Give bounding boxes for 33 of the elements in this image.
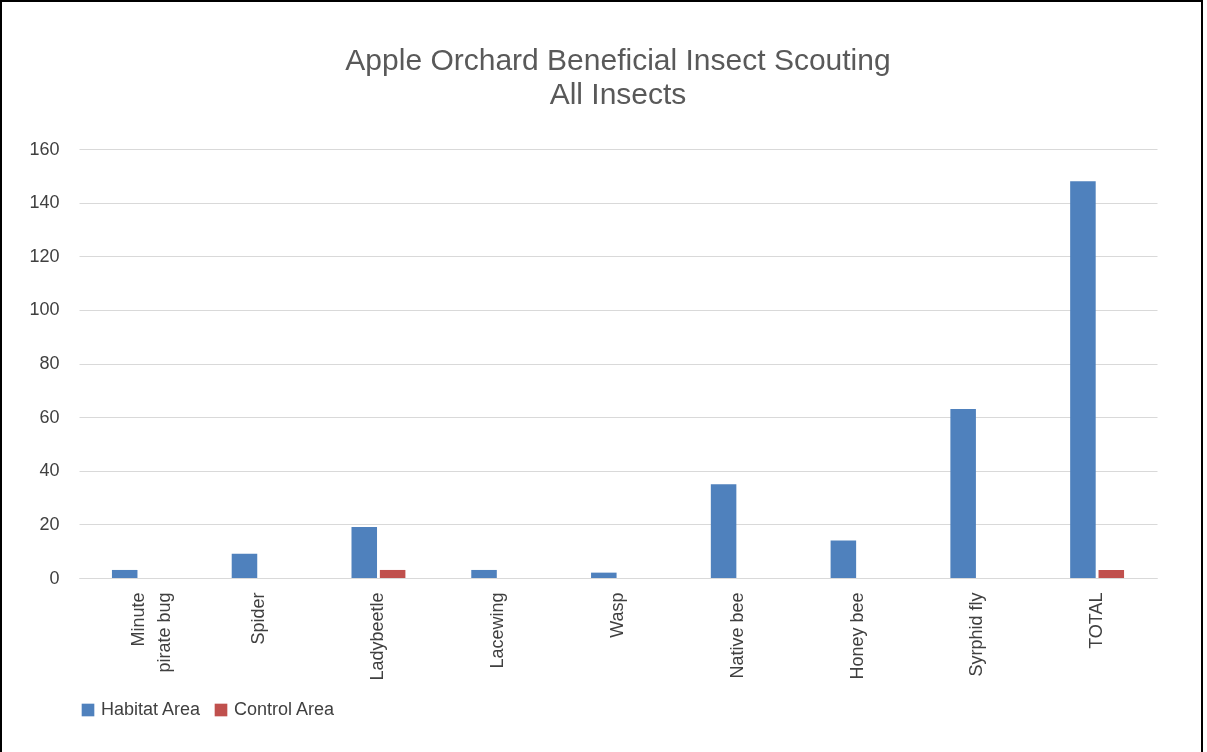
x-tick-label: Lacewing	[487, 592, 508, 669]
bar	[231, 553, 258, 578]
chart-title: Apple Orchard Beneficial Insect Scouting	[345, 43, 891, 76]
legend-label: Control Area	[234, 699, 336, 719]
bar	[830, 540, 857, 578]
x-tick-label: Wasp	[607, 592, 627, 638]
x-tick-label: Syrphid fly	[966, 592, 987, 677]
x-tick-label: TOTAL	[1086, 592, 1107, 649]
y-tick-label: 80	[39, 353, 60, 373]
bar	[351, 527, 378, 578]
y-tick-label: 40	[39, 460, 60, 481]
bar	[950, 409, 976, 578]
bar	[471, 569, 497, 578]
y-tick-label: 0	[49, 567, 60, 588]
bar	[1098, 569, 1125, 578]
y-tick-label: 20	[39, 513, 60, 534]
y-tick-label: 140	[29, 192, 60, 213]
bar	[379, 569, 406, 578]
x-tick-label: Honey bee	[846, 592, 867, 680]
x-tick-label: Minute pirate bug	[127, 592, 174, 673]
y-tick-label: 60	[39, 406, 60, 427]
y-tick-label: 160	[29, 138, 60, 159]
bar	[1070, 181, 1096, 578]
bar	[111, 569, 138, 578]
y-tick-label: 120	[29, 245, 60, 266]
x-tick-label: Ladybeetle	[367, 592, 388, 681]
bar	[591, 572, 617, 578]
chart-subtitle: All Insects	[549, 77, 687, 110]
legend-label: Habitat Area	[101, 699, 202, 719]
x-tick-label: Native bee	[726, 592, 747, 679]
y-tick-label: 100	[29, 299, 60, 320]
bar	[710, 484, 737, 578]
x-tick-label: Spider	[247, 592, 268, 645]
